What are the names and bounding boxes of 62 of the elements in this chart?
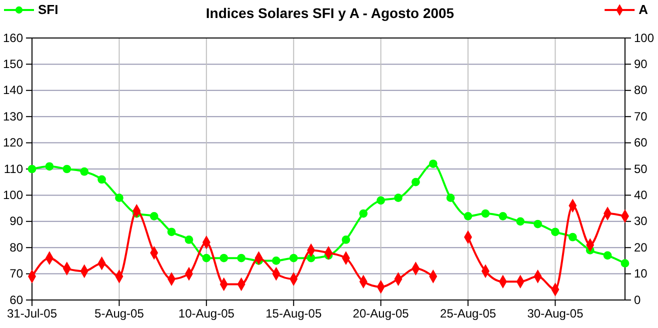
point [412,178,420,186]
legend-label: A [638,2,649,17]
y2-tick-label: 100 [634,30,654,45]
y-tick-label: 140 [2,83,24,98]
point [551,228,560,236]
y2-tick-label: 80 [634,83,648,98]
y-tick-label: 110 [4,162,24,176]
point [220,254,228,262]
point [359,209,368,218]
x-tick-label: 20-Aug-05 [352,306,410,321]
point [534,220,542,228]
y-tick-label: 90 [10,214,24,228]
x-tick-label: 25-Aug-05 [440,306,496,321]
point [167,228,176,236]
point [376,196,386,205]
point [498,212,508,220]
point [516,217,525,226]
y-tick-label: 70 [10,266,24,281]
y2-tick-label: 30 [634,214,648,228]
point [202,254,211,262]
point [603,251,612,260]
y-tick-label: 160 [2,30,24,45]
y2-tick-label: 90 [634,57,648,72]
x-tick-label: 15-Aug-05 [266,306,322,321]
y2-tick-label: 40 [634,188,648,202]
y2-tick-label: 0 [634,292,641,307]
y2-tick-label: 20 [634,240,648,254]
point [62,164,72,174]
y2-tick-label: 70 [634,109,648,124]
legend-label: SFI [38,2,58,17]
y-tick-label: 100 [2,188,24,202]
point [568,232,577,242]
point [80,167,89,176]
point [237,254,246,262]
point [98,175,106,184]
point [428,160,438,168]
point [184,236,194,244]
point [45,162,54,171]
point [446,194,455,202]
y-tick-label: 150 [2,57,24,72]
point [289,254,298,262]
y2-tick-label: 60 [634,136,648,150]
point [342,236,350,244]
y-tick-label: 80 [10,240,24,254]
y-tick-label: 120 [2,136,24,150]
x-tick-label: 5-Aug-05 [94,306,144,321]
y-tick-label: 130 [2,109,24,124]
y2-tick-label: 10 [634,266,648,281]
chart-title: Indices Solares SFI y A - Agosto 2005 [206,5,454,21]
point [150,212,158,220]
point [272,256,280,265]
x-tick-label: 31-Jul-05 [6,306,58,321]
point [394,194,402,202]
point [115,194,124,202]
x-tick-label: 10-Aug-05 [178,306,235,321]
y2-tick-label: 50 [634,162,648,176]
point [464,212,472,220]
point [481,209,490,218]
y-tick-label: 60 [10,292,24,307]
point [620,259,630,268]
x-tick-label: 30-Aug-05 [527,306,584,321]
point [28,164,36,174]
